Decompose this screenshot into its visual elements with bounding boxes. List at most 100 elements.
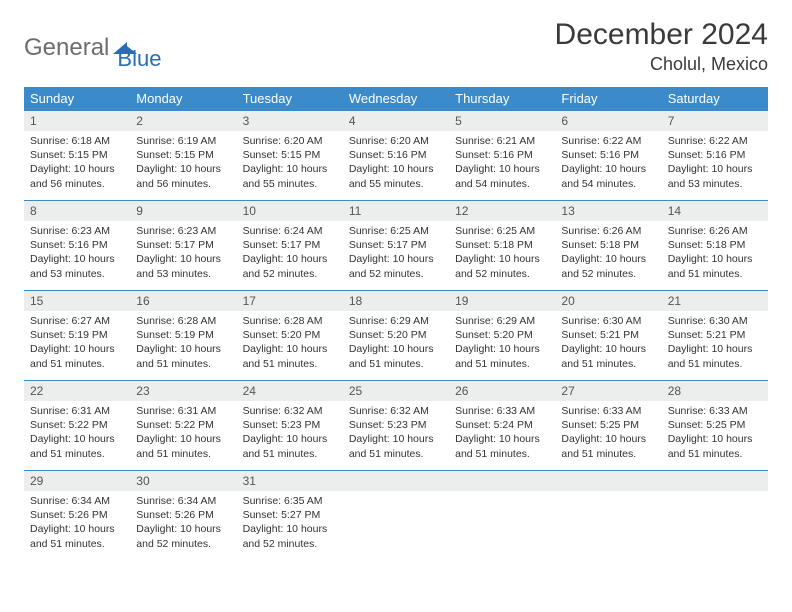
day-info: Sunrise: 6:29 AMSunset: 5:20 PMDaylight:…: [449, 311, 555, 377]
month-title: December 2024: [555, 18, 768, 52]
sunrise-line: Sunrise: 6:34 AM: [136, 494, 230, 508]
sunrise-line-label: Sunrise:: [243, 495, 282, 507]
daylight-line-label: Daylight:: [243, 523, 284, 535]
daylight-line-label: Daylight:: [668, 343, 709, 355]
daylight-line-label: Daylight:: [30, 163, 71, 175]
sunrise-line-value: 6:32 AM: [390, 405, 429, 417]
day-number: 25: [343, 381, 449, 401]
sunset-line-label: Sunset:: [668, 239, 704, 251]
sunrise-line-label: Sunrise:: [455, 315, 494, 327]
sunset-line: Sunset: 5:17 PM: [136, 238, 230, 252]
calendar-week: 29Sunrise: 6:34 AMSunset: 5:26 PMDayligh…: [24, 471, 768, 561]
sunrise-line-value: 6:30 AM: [709, 315, 748, 327]
day-number: 5: [449, 111, 555, 131]
daylight-line: Daylight: 10 hours and 52 minutes.: [243, 522, 337, 550]
day-info: Sunrise: 6:26 AMSunset: 5:18 PMDaylight:…: [662, 221, 768, 287]
sunset-line: Sunset: 5:18 PM: [561, 238, 655, 252]
daylight-line: Daylight: 10 hours and 52 minutes.: [349, 252, 443, 280]
day-number: 22: [24, 381, 130, 401]
sunset-line: Sunset: 5:17 PM: [243, 238, 337, 252]
dow-tuesday: Tuesday: [237, 87, 343, 111]
daylight-line: Daylight: 10 hours and 51 minutes.: [349, 342, 443, 370]
day-cell: 21Sunrise: 6:30 AMSunset: 5:21 PMDayligh…: [662, 291, 768, 381]
sunset-line-value: 5:21 PM: [600, 329, 639, 341]
daylight-line-label: Daylight:: [243, 433, 284, 445]
day-info: Sunrise: 6:18 AMSunset: 5:15 PMDaylight:…: [24, 131, 130, 197]
sunset-line: Sunset: 5:20 PM: [349, 328, 443, 342]
daylight-line: Daylight: 10 hours and 53 minutes.: [136, 252, 230, 280]
sunrise-line: Sunrise: 6:30 AM: [668, 314, 762, 328]
day-cell: 24Sunrise: 6:32 AMSunset: 5:23 PMDayligh…: [237, 381, 343, 471]
daylight-line-label: Daylight:: [30, 433, 71, 445]
daylight-line: Daylight: 10 hours and 51 minutes.: [243, 342, 337, 370]
day-number: 21: [662, 291, 768, 311]
sunset-line-label: Sunset:: [561, 239, 597, 251]
sunrise-line-value: 6:21 AM: [497, 135, 536, 147]
sunset-line: Sunset: 5:16 PM: [30, 238, 124, 252]
day-cell: [449, 471, 555, 561]
day-info: Sunrise: 6:21 AMSunset: 5:16 PMDaylight:…: [449, 131, 555, 197]
daylight-line: Daylight: 10 hours and 51 minutes.: [136, 342, 230, 370]
sunset-line-label: Sunset:: [136, 509, 172, 521]
sunset-line: Sunset: 5:23 PM: [243, 418, 337, 432]
sunrise-line: Sunrise: 6:28 AM: [243, 314, 337, 328]
daylight-line-label: Daylight:: [455, 253, 496, 265]
dow-row: Sunday Monday Tuesday Wednesday Thursday…: [24, 87, 768, 111]
sunset-line-value: 5:18 PM: [706, 239, 745, 251]
sunrise-line-value: 6:31 AM: [178, 405, 217, 417]
sunrise-line-value: 6:33 AM: [603, 405, 642, 417]
sunset-line-value: 5:26 PM: [175, 509, 214, 521]
sunrise-line: Sunrise: 6:33 AM: [668, 404, 762, 418]
day-cell: [662, 471, 768, 561]
day-cell: 8Sunrise: 6:23 AMSunset: 5:16 PMDaylight…: [24, 201, 130, 291]
day-number: 15: [24, 291, 130, 311]
sunrise-line-label: Sunrise:: [30, 495, 69, 507]
sunset-line: Sunset: 5:16 PM: [455, 148, 549, 162]
day-cell: 14Sunrise: 6:26 AMSunset: 5:18 PMDayligh…: [662, 201, 768, 291]
day-number: 1: [24, 111, 130, 131]
sunrise-line-value: 6:30 AM: [603, 315, 642, 327]
sunset-line-label: Sunset:: [455, 419, 491, 431]
sunset-line-label: Sunset:: [30, 329, 66, 341]
sunset-line-value: 5:20 PM: [387, 329, 426, 341]
day-number: 27: [555, 381, 661, 401]
day-number: 14: [662, 201, 768, 221]
sunset-line-label: Sunset:: [349, 419, 385, 431]
sunrise-line: Sunrise: 6:25 AM: [349, 224, 443, 238]
day-number: 17: [237, 291, 343, 311]
day-cell: 7Sunrise: 6:22 AMSunset: 5:16 PMDaylight…: [662, 111, 768, 201]
sunrise-line: Sunrise: 6:20 AM: [349, 134, 443, 148]
daylight-line-label: Daylight:: [561, 253, 602, 265]
day-number: 19: [449, 291, 555, 311]
daylight-line: Daylight: 10 hours and 51 minutes.: [668, 342, 762, 370]
sunrise-line-label: Sunrise:: [561, 405, 600, 417]
daylight-line-label: Daylight:: [349, 163, 390, 175]
sunset-line-value: 5:20 PM: [281, 329, 320, 341]
sunset-line: Sunset: 5:19 PM: [30, 328, 124, 342]
daylight-line-label: Daylight:: [349, 253, 390, 265]
day-cell: 15Sunrise: 6:27 AMSunset: 5:19 PMDayligh…: [24, 291, 130, 381]
sunset-line-value: 5:26 PM: [69, 509, 108, 521]
sunset-line-label: Sunset:: [136, 329, 172, 341]
sunset-line: Sunset: 5:17 PM: [349, 238, 443, 252]
day-number: [555, 471, 661, 491]
sunset-line: Sunset: 5:23 PM: [349, 418, 443, 432]
sunset-line-label: Sunset:: [30, 509, 66, 521]
sunset-line-value: 5:16 PM: [706, 149, 745, 161]
daylight-line-label: Daylight:: [30, 523, 71, 535]
day-number: 23: [130, 381, 236, 401]
day-info: Sunrise: 6:35 AMSunset: 5:27 PMDaylight:…: [237, 491, 343, 557]
sunset-line-label: Sunset:: [243, 509, 279, 521]
sunrise-line-label: Sunrise:: [668, 135, 707, 147]
daylight-line: Daylight: 10 hours and 51 minutes.: [668, 432, 762, 460]
day-info: Sunrise: 6:27 AMSunset: 5:19 PMDaylight:…: [24, 311, 130, 377]
day-info: Sunrise: 6:31 AMSunset: 5:22 PMDaylight:…: [130, 401, 236, 467]
sunset-line-value: 5:25 PM: [706, 419, 745, 431]
day-number: 12: [449, 201, 555, 221]
daylight-line-label: Daylight:: [455, 163, 496, 175]
sunrise-line-value: 6:20 AM: [284, 135, 323, 147]
daylight-line-label: Daylight:: [30, 343, 71, 355]
sunset-line: Sunset: 5:18 PM: [668, 238, 762, 252]
calendar-week: 1Sunrise: 6:18 AMSunset: 5:15 PMDaylight…: [24, 111, 768, 201]
day-number: 13: [555, 201, 661, 221]
